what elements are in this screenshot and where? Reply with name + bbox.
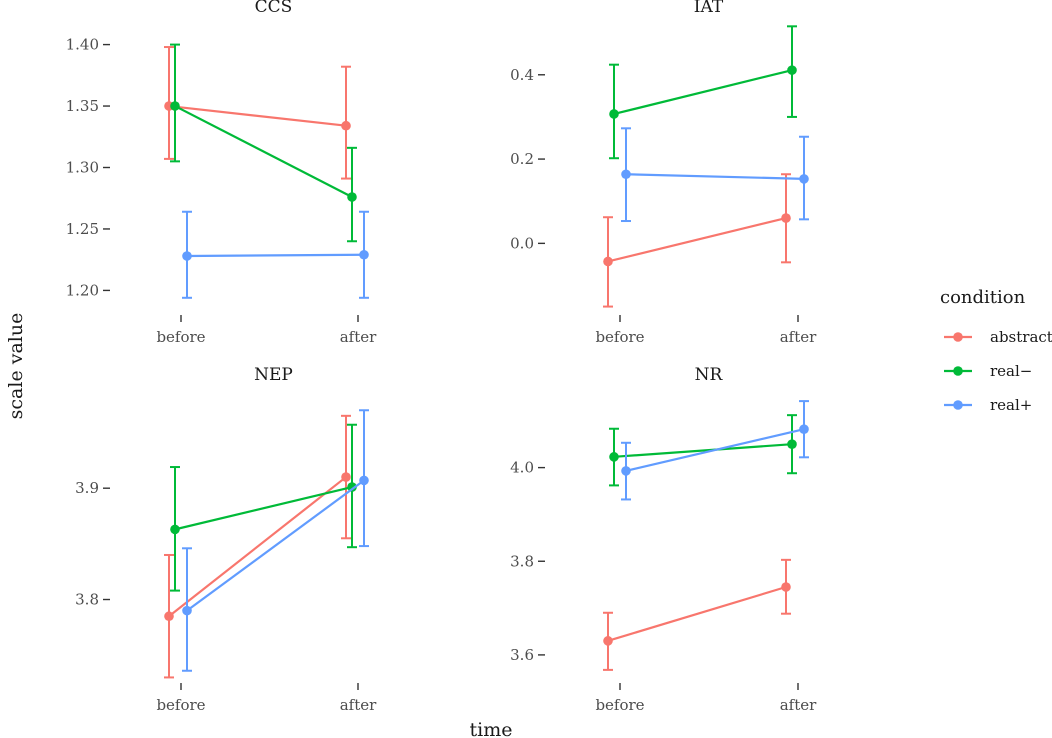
series-line — [186, 253, 365, 258]
data-point — [341, 120, 351, 131]
y-tick-label: 3.8 — [75, 591, 99, 609]
y-tick-label: 3.8 — [510, 552, 534, 570]
legend-label: real− — [990, 362, 1032, 380]
data-point — [347, 192, 357, 202]
data-point — [170, 524, 180, 535]
legend: condition abstract real− real+ — [940, 287, 1052, 414]
x-axis-title: time — [470, 719, 513, 738]
y-tick-label: 3.6 — [510, 646, 534, 664]
x-tick-label: before — [595, 328, 644, 346]
legend-entry: real− — [944, 362, 1032, 380]
y-tick-label: 1.40 — [66, 36, 99, 54]
data-point — [603, 256, 613, 267]
x-tick-label: before — [156, 696, 205, 714]
data-point — [609, 452, 619, 462]
y-tick-label: 1.20 — [66, 281, 99, 299]
x-tick-label: before — [156, 328, 205, 346]
data-point — [787, 439, 797, 449]
data-point — [781, 582, 791, 592]
y-tick-label: 4.0 — [510, 459, 534, 477]
y-tick-label: 1.30 — [66, 159, 99, 177]
panels-layer: CCS 1.20 1.25 1.30 1.35 1.40 before after IAT 0.0… — [66, 0, 818, 714]
data-point — [170, 101, 180, 111]
series-real-plus — [182, 210, 369, 299]
series-line — [168, 476, 347, 618]
panel-title: NEP — [254, 365, 293, 385]
panel-nep: NEP 3.8 3.9 before after — [75, 365, 377, 714]
panel-title: IAT — [694, 0, 724, 17]
series-real-plus — [621, 127, 809, 223]
x-tick-label: before — [595, 696, 644, 714]
series-line — [174, 105, 353, 198]
data-point — [182, 605, 192, 616]
y-tick-label: 1.35 — [66, 97, 99, 115]
series-real-plus — [182, 409, 369, 672]
series-line — [625, 428, 805, 472]
series-real-minus — [170, 423, 357, 592]
data-point — [603, 636, 613, 646]
data-point — [359, 475, 369, 486]
data-point — [341, 472, 351, 482]
data-point — [799, 174, 809, 184]
y-tick-label: 0.2 — [510, 150, 534, 168]
series-line — [174, 486, 353, 531]
series-line — [168, 104, 347, 127]
series-line — [607, 217, 787, 263]
data-point — [781, 213, 791, 223]
x-tick-label: after — [340, 328, 377, 346]
series-line — [613, 443, 793, 458]
panel-nr: NR 3.6 3.8 4.0 before after — [510, 365, 817, 714]
legend-title: condition — [940, 287, 1026, 308]
series-real-minus — [609, 25, 797, 160]
series-abstract — [603, 173, 791, 308]
series-real-minus — [609, 414, 797, 487]
panel-title: NR — [695, 365, 724, 385]
data-point — [359, 249, 369, 260]
legend-label: real+ — [990, 396, 1032, 414]
panel-iat: IAT 0.0 0.2 0.4 before after — [510, 0, 817, 346]
series-real-minus — [170, 43, 357, 243]
y-tick-label: 1.25 — [66, 220, 99, 238]
data-point — [347, 482, 357, 492]
data-point — [621, 466, 631, 476]
series-abstract — [603, 558, 791, 671]
series-abstract — [164, 46, 351, 180]
data-point — [787, 65, 797, 75]
data-point — [799, 424, 809, 435]
y-tick-label: 3.9 — [75, 479, 99, 497]
legend-entry: abstract — [944, 328, 1052, 346]
x-tick-label: after — [780, 696, 817, 714]
series-line — [613, 69, 793, 116]
legend-label: abstract — [990, 328, 1052, 346]
y-tick-label: 0.0 — [510, 234, 534, 252]
series-line — [625, 173, 805, 180]
data-point — [609, 109, 619, 119]
series-line — [607, 585, 787, 642]
x-tick-label: after — [780, 328, 817, 346]
data-point — [182, 251, 192, 261]
series-abstract — [164, 414, 351, 679]
data-point — [621, 169, 631, 180]
panel-title: CCS — [255, 0, 293, 17]
legend-entry: real+ — [944, 396, 1032, 414]
series-line — [186, 479, 365, 612]
legend-key-point — [953, 400, 963, 410]
panel-ccs: CCS 1.20 1.25 1.30 1.35 1.40 before after — [66, 0, 378, 346]
y-tick-label: 0.4 — [510, 66, 534, 84]
series-real-plus — [621, 400, 809, 501]
y-axis-title: scale value — [5, 313, 27, 420]
legend-key-point — [953, 366, 963, 376]
data-point — [164, 611, 174, 622]
legend-key-point — [953, 332, 963, 342]
x-tick-label: after — [340, 696, 377, 714]
